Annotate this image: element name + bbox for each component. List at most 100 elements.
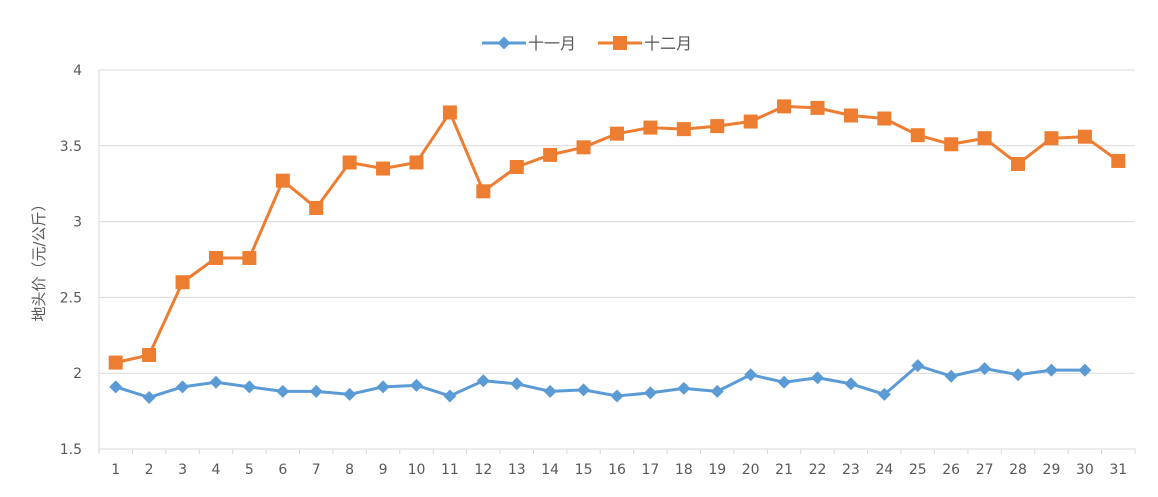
data-point	[476, 184, 491, 199]
data-point	[1078, 363, 1092, 377]
x-tick-label: 16	[608, 462, 626, 478]
data-point	[509, 160, 524, 175]
series-lines	[108, 99, 1126, 404]
legend-item: 十一月	[482, 34, 576, 53]
data-point	[242, 250, 257, 265]
x-tick-label: 27	[976, 462, 994, 478]
x-tick-label: 23	[842, 462, 860, 478]
data-point	[309, 384, 323, 398]
legend-item: 十二月	[598, 34, 692, 53]
legend-marker	[497, 36, 511, 50]
x-tick-label: 18	[675, 462, 693, 478]
data-point	[142, 390, 156, 404]
x-tick-label: 10	[408, 462, 426, 478]
data-point	[1077, 129, 1092, 144]
x-tick-label: 1	[111, 462, 120, 478]
data-point	[643, 386, 657, 400]
x-tick-label: 15	[575, 462, 593, 478]
data-point	[209, 375, 223, 389]
x-tick-label: 22	[809, 462, 827, 478]
data-point	[443, 389, 457, 403]
data-point	[343, 387, 357, 401]
data-point	[543, 147, 558, 162]
data-point	[109, 380, 123, 394]
series-line	[115, 104, 1120, 365]
data-point	[1111, 153, 1126, 168]
y-tick-label: 2	[73, 366, 82, 382]
data-point	[811, 371, 825, 385]
x-tick-label: 29	[1043, 462, 1061, 478]
x-tick-label: 3	[178, 462, 187, 478]
y-tick-label: 1.5	[60, 442, 82, 458]
x-tick-label: 4	[212, 462, 221, 478]
y-tick-label: 3.5	[60, 139, 82, 155]
x-tick-label: 31	[1109, 462, 1127, 478]
x-tick-label: 13	[508, 462, 526, 478]
data-point	[676, 122, 691, 137]
x-tick-label: 8	[345, 462, 354, 478]
x-tick-label: 12	[474, 462, 492, 478]
series-1	[109, 359, 1092, 404]
data-point	[977, 131, 992, 146]
data-point	[1044, 131, 1059, 146]
data-point	[176, 380, 190, 394]
data-point	[342, 155, 357, 170]
data-point	[409, 378, 423, 392]
legend-marker	[613, 36, 627, 50]
data-point	[543, 384, 557, 398]
data-point	[242, 380, 256, 394]
data-point	[777, 375, 791, 389]
x-tick-label: 21	[775, 462, 793, 478]
data-point	[510, 377, 524, 391]
x-tick-label: 2	[145, 462, 154, 478]
data-point	[677, 381, 691, 395]
data-point	[442, 105, 457, 120]
data-point	[710, 119, 725, 134]
grid-lines	[98, 69, 1136, 454]
y-axis-label: 地头价（元/公斤）	[30, 196, 48, 321]
x-tick-label: 25	[909, 462, 927, 478]
data-point	[877, 387, 891, 401]
y-tick-label: 2.5	[60, 290, 82, 306]
data-point	[910, 128, 925, 143]
x-tick-label: 6	[278, 462, 287, 478]
x-tick-label: 14	[541, 462, 559, 478]
series-line	[115, 364, 1085, 399]
x-tick-label: 19	[708, 462, 726, 478]
data-point	[576, 140, 591, 155]
data-point	[844, 377, 858, 391]
data-point	[643, 120, 658, 135]
data-point	[944, 369, 958, 383]
data-point	[208, 250, 223, 265]
y-tick-label: 3	[73, 215, 82, 231]
data-point	[276, 384, 290, 398]
x-tick-label: 11	[441, 462, 459, 478]
data-point	[476, 374, 490, 388]
x-tick-label: 9	[379, 462, 388, 478]
data-point	[1011, 368, 1025, 382]
data-point	[843, 108, 858, 123]
data-point	[376, 380, 390, 394]
data-point	[175, 275, 190, 290]
x-tick-label: 26	[942, 462, 960, 478]
x-tick-label: 28	[1009, 462, 1027, 478]
data-point	[577, 383, 591, 397]
data-point	[944, 137, 959, 152]
x-tick-label: 7	[312, 462, 321, 478]
data-point	[142, 348, 157, 363]
x-tick-label: 24	[875, 462, 893, 478]
x-tick-label: 20	[742, 462, 760, 478]
data-point	[1044, 363, 1058, 377]
x-tick-label: 17	[642, 462, 660, 478]
data-point	[978, 362, 992, 376]
legend-label: 十二月	[644, 34, 692, 53]
data-point	[911, 359, 925, 373]
data-point	[743, 114, 758, 129]
data-point	[810, 100, 825, 115]
data-point	[877, 111, 892, 126]
data-point	[777, 99, 792, 114]
data-point	[744, 368, 758, 382]
data-point	[376, 161, 391, 176]
